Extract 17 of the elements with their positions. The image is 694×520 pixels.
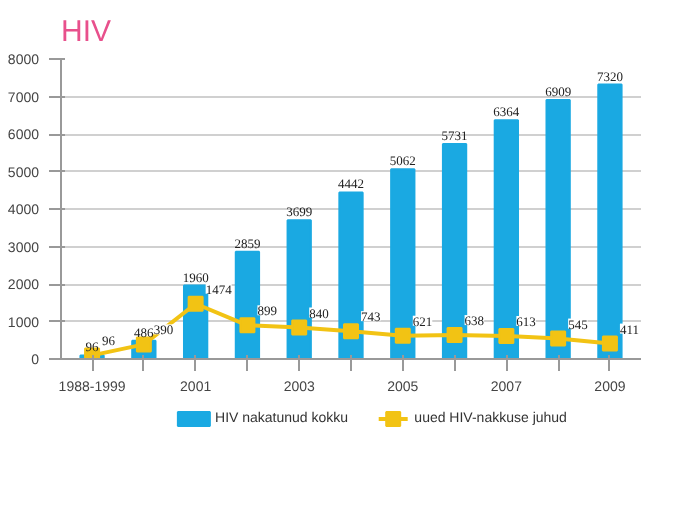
chart-title: HIV [61, 15, 112, 49]
bar [390, 168, 416, 359]
point [550, 330, 567, 347]
point [343, 323, 359, 340]
point [187, 295, 204, 312]
bar [441, 143, 468, 359]
point [239, 317, 256, 334]
point [601, 335, 618, 352]
bar [597, 83, 623, 359]
bar [545, 98, 571, 359]
point [291, 319, 308, 336]
point [446, 327, 463, 344]
bar [493, 119, 520, 359]
bar [286, 219, 312, 359]
bar [338, 191, 364, 359]
point [394, 327, 411, 344]
point [498, 328, 515, 345]
